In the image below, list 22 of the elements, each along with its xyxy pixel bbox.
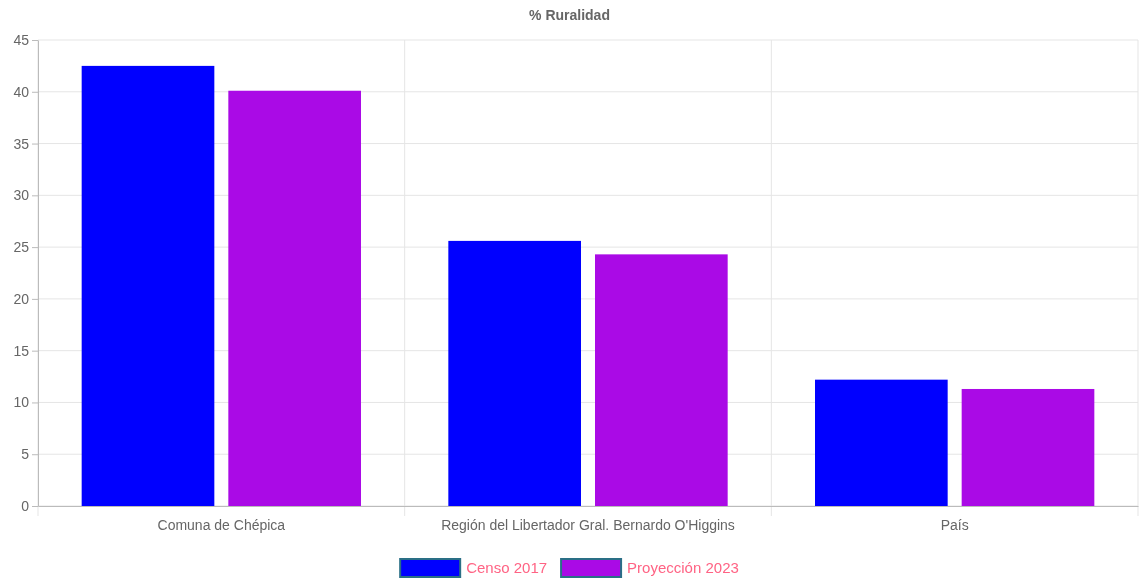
x-tick-label: Región del Libertador Gral. Bernardo O'Higgins	[441, 517, 735, 533]
y-tick-label: 25	[13, 239, 30, 256]
y-tick-label: 20	[13, 290, 30, 307]
y-tick-label: 15	[13, 342, 30, 359]
legend-label: Censo 2017	[466, 559, 548, 576]
x-tick-label: Comuna de Chépica	[157, 517, 286, 533]
x-tick-label: País	[940, 517, 969, 533]
bar	[448, 240, 581, 506]
bar	[815, 379, 948, 506]
legend-label: Proyección 2023	[627, 559, 739, 576]
bar	[961, 388, 1095, 506]
bar	[228, 90, 361, 506]
y-tick-label: 10	[13, 394, 30, 411]
y-tick-label: 30	[13, 187, 30, 204]
bar	[81, 65, 215, 506]
y-tick-label: 35	[13, 135, 30, 152]
y-tick-label: 40	[13, 83, 30, 100]
y-tick-label: 0	[21, 497, 30, 514]
bar	[595, 254, 728, 506]
y-tick-label: 45	[13, 31, 30, 48]
y-tick-label: 5	[21, 446, 30, 463]
chart-title: % Ruralidad	[529, 7, 610, 23]
